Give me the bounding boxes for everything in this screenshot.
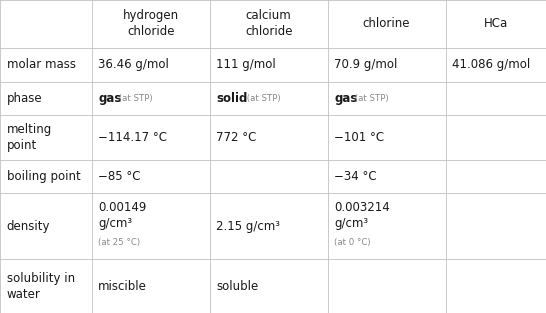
Text: chlorine: chlorine [363, 18, 410, 30]
Text: −114.17 °C: −114.17 °C [98, 131, 167, 144]
Text: boiling point: boiling point [7, 170, 80, 183]
Text: soluble: soluble [216, 280, 258, 293]
Text: −34 °C: −34 °C [334, 170, 377, 183]
Text: solid: solid [216, 92, 248, 105]
Text: 36.46 g/mol: 36.46 g/mol [98, 58, 169, 71]
Text: 70.9 g/mol: 70.9 g/mol [334, 58, 397, 71]
Text: density: density [7, 220, 50, 233]
Text: hydrogen
chloride: hydrogen chloride [123, 9, 179, 38]
Text: 41.086 g/mol: 41.086 g/mol [452, 58, 530, 71]
Text: HCa: HCa [484, 18, 508, 30]
Text: −101 °C: −101 °C [334, 131, 384, 144]
Text: (at 0 °C): (at 0 °C) [334, 238, 371, 247]
Text: melting
point: melting point [7, 123, 52, 152]
Text: molar mass: molar mass [7, 58, 75, 71]
Text: 0.00149: 0.00149 [98, 201, 147, 214]
Text: gas: gas [98, 92, 122, 105]
Text: −85 °C: −85 °C [98, 170, 141, 183]
Text: (at STP): (at STP) [245, 94, 281, 103]
Text: 111 g/mol: 111 g/mol [216, 58, 276, 71]
Text: miscible: miscible [98, 280, 147, 293]
Text: 0.003214: 0.003214 [334, 201, 390, 214]
Text: gas: gas [334, 92, 358, 105]
Text: 2.15 g/cm³: 2.15 g/cm³ [216, 220, 280, 233]
Text: calcium
chloride: calcium chloride [245, 9, 293, 38]
Text: (at STP): (at STP) [116, 94, 153, 103]
Text: (at STP): (at STP) [352, 94, 389, 103]
Text: g/cm³: g/cm³ [334, 217, 368, 230]
Text: g/cm³: g/cm³ [98, 217, 133, 230]
Text: (at 25 °C): (at 25 °C) [98, 238, 140, 247]
Text: 772 °C: 772 °C [216, 131, 257, 144]
Text: solubility in
water: solubility in water [7, 272, 75, 301]
Text: phase: phase [7, 92, 42, 105]
